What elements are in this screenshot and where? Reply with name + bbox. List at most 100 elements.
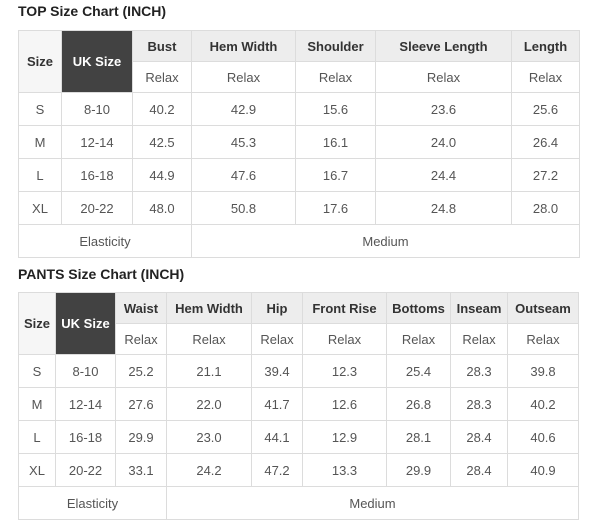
value-cell: 40.6 <box>507 420 579 454</box>
uk-size-cell: 12-14 <box>61 125 133 159</box>
relax-cell: Relax <box>251 323 303 355</box>
uk-size-cell: 16-18 <box>55 420 116 454</box>
table-row: XL 20-22 48.0 50.8 17.6 24.8 28.0 <box>18 191 580 225</box>
column-header-length: Length <box>511 30 580 62</box>
size-cell: M <box>18 125 62 159</box>
uk-size-cell: 20-22 <box>61 191 133 225</box>
value-cell: 24.4 <box>375 158 512 192</box>
value-cell: 23.0 <box>166 420 252 454</box>
size-column-header: Size <box>18 30 62 93</box>
relax-cell: Relax <box>166 323 252 355</box>
value-cell: 12.6 <box>302 387 387 421</box>
value-cell: 42.5 <box>132 125 192 159</box>
column-header-hem-width: Hem Width <box>191 30 296 62</box>
value-cell: 28.3 <box>450 387 508 421</box>
top-relax-row: Relax Relax Relax Relax Relax <box>19 61 580 93</box>
uk-size-cell: 8-10 <box>55 354 116 388</box>
value-cell: 40.2 <box>132 92 192 126</box>
pants-size-chart-table: Size UK Size Waist Hem Width Hip Front R… <box>18 292 579 520</box>
table-row: XL 20-22 33.1 24.2 47.2 13.3 29.9 28.4 4… <box>18 453 579 487</box>
value-cell: 15.6 <box>295 92 376 126</box>
table-row: L 16-18 29.9 23.0 44.1 12.9 28.1 28.4 40… <box>18 420 579 454</box>
value-cell: 28.4 <box>450 453 508 487</box>
value-cell: 22.0 <box>166 387 252 421</box>
relax-cell: Relax <box>375 61 512 93</box>
top-chart-title: TOP Size Chart (INCH) <box>18 3 167 19</box>
relax-cell: Relax <box>386 323 451 355</box>
relax-cell: Relax <box>302 323 387 355</box>
column-header-waist: Waist <box>115 292 167 324</box>
value-cell: 48.0 <box>132 191 192 225</box>
value-cell: 25.4 <box>386 354 451 388</box>
uk-size-cell: 12-14 <box>55 387 116 421</box>
size-cell: S <box>18 92 62 126</box>
relax-cell: Relax <box>191 61 296 93</box>
table-row: S 8-10 25.2 21.1 39.4 12.3 25.4 28.3 39.… <box>18 354 579 388</box>
value-cell: 50.8 <box>191 191 296 225</box>
size-cell: XL <box>18 191 62 225</box>
value-cell: 28.3 <box>450 354 508 388</box>
value-cell: 40.2 <box>507 387 579 421</box>
column-header-outseam: Outseam <box>507 292 579 324</box>
value-cell: 39.8 <box>507 354 579 388</box>
value-cell: 27.6 <box>115 387 167 421</box>
size-cell: L <box>18 158 62 192</box>
table-row: M 12-14 27.6 22.0 41.7 12.6 26.8 28.3 40… <box>18 387 579 421</box>
size-cell: M <box>18 387 56 421</box>
column-header-hem-width: Hem Width <box>166 292 252 324</box>
value-cell: 44.9 <box>132 158 192 192</box>
value-cell: 16.7 <box>295 158 376 192</box>
uk-size-cell: 16-18 <box>61 158 133 192</box>
table-row: M 12-14 42.5 45.3 16.1 24.0 26.4 <box>18 125 580 159</box>
relax-cell: Relax <box>295 61 376 93</box>
value-cell: 25.2 <box>115 354 167 388</box>
value-cell: 47.6 <box>191 158 296 192</box>
value-cell: 33.1 <box>115 453 167 487</box>
column-header-bottoms: Bottoms <box>386 292 451 324</box>
table-row: L 16-18 44.9 47.6 16.7 24.4 27.2 <box>18 158 580 192</box>
relax-cell: Relax <box>511 61 580 93</box>
relax-cell: Relax <box>115 323 167 355</box>
elasticity-value-cell: Medium <box>191 224 580 258</box>
value-cell: 44.1 <box>251 420 303 454</box>
value-cell: 26.8 <box>386 387 451 421</box>
value-cell: 16.1 <box>295 125 376 159</box>
value-cell: 12.3 <box>302 354 387 388</box>
pants-relax-row: Relax Relax Relax Relax Relax Relax Rela… <box>19 323 579 355</box>
size-cell: L <box>18 420 56 454</box>
value-cell: 21.1 <box>166 354 252 388</box>
value-cell: 26.4 <box>511 125 580 159</box>
value-cell: 25.6 <box>511 92 580 126</box>
value-cell: 29.9 <box>386 453 451 487</box>
relax-cell: Relax <box>507 323 579 355</box>
column-header-sleeve-length: Sleeve Length <box>375 30 512 62</box>
value-cell: 39.4 <box>251 354 303 388</box>
top-size-chart-table: Size UK Size Bust Hem Width Shoulder Sle… <box>18 30 580 258</box>
value-cell: 24.2 <box>166 453 252 487</box>
relax-cell: Relax <box>132 61 192 93</box>
value-cell: 17.6 <box>295 191 376 225</box>
column-header-shoulder: Shoulder <box>295 30 376 62</box>
top-header-row: Size UK Size Bust Hem Width Shoulder Sle… <box>18 30 580 93</box>
value-cell: 41.7 <box>251 387 303 421</box>
uk-size-cell: 20-22 <box>55 453 116 487</box>
value-cell: 40.9 <box>507 453 579 487</box>
uk-size-column-header: UK Size <box>55 292 116 355</box>
pants-chart-title: PANTS Size Chart (INCH) <box>18 266 185 282</box>
value-cell: 24.0 <box>375 125 512 159</box>
pants-header-row: Size UK Size Waist Hem Width Hip Front R… <box>18 292 579 355</box>
value-cell: 12.9 <box>302 420 387 454</box>
uk-size-column-header: UK Size <box>61 30 133 93</box>
table-row: S 8-10 40.2 42.9 15.6 23.6 25.6 <box>18 92 580 126</box>
value-cell: 28.0 <box>511 191 580 225</box>
size-cell: XL <box>18 453 56 487</box>
value-cell: 29.9 <box>115 420 167 454</box>
elasticity-row: Elasticity Medium <box>18 486 579 520</box>
value-cell: 27.2 <box>511 158 580 192</box>
value-cell: 42.9 <box>191 92 296 126</box>
elasticity-value-cell: Medium <box>166 486 579 520</box>
value-cell: 24.8 <box>375 191 512 225</box>
column-header-front-rise: Front Rise <box>302 292 387 324</box>
elasticity-label-cell: Elasticity <box>18 224 192 258</box>
